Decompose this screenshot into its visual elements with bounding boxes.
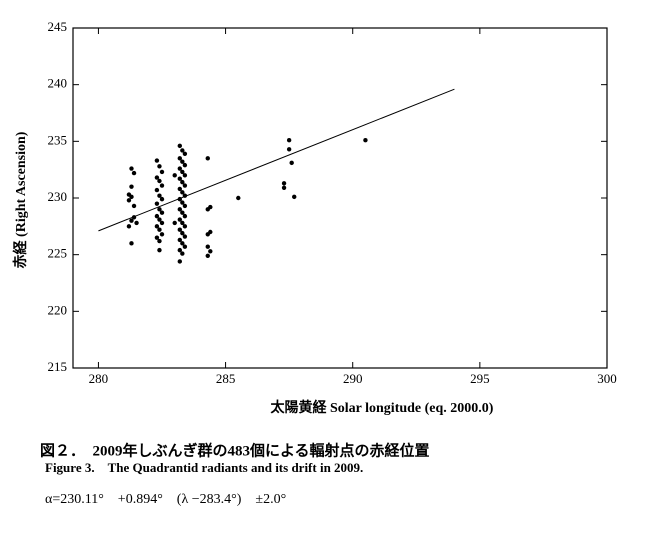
point (129, 166, 134, 171)
point (180, 220, 185, 226)
point (154, 175, 160, 180)
point (129, 184, 134, 189)
x-tick-label: 295 (470, 371, 490, 386)
y-tick-label: 215 (48, 359, 68, 374)
point (154, 213, 160, 219)
x-tick-label: 280 (89, 371, 109, 386)
point (182, 151, 188, 156)
y-tick-label: 230 (48, 189, 68, 204)
point (154, 235, 160, 240)
point (363, 138, 368, 143)
point (180, 148, 185, 153)
point (182, 224, 188, 229)
point (177, 217, 182, 222)
point (159, 183, 165, 188)
point (131, 170, 137, 176)
point (126, 198, 132, 203)
point (177, 227, 182, 232)
point (180, 190, 185, 195)
point (157, 193, 162, 198)
caption-en: Figure 3. The Quadrantid radiants and it… (45, 460, 363, 475)
point (208, 249, 213, 254)
point (159, 220, 165, 226)
point (177, 143, 182, 149)
point (182, 183, 188, 188)
y-tick-label: 240 (48, 76, 68, 91)
point (205, 253, 210, 258)
caption-ja: 図２． 2009年しぶんぎ群の483個による輻射点の赤経位置 (40, 441, 430, 459)
point (205, 207, 210, 212)
point (154, 224, 160, 229)
plot-frame (72, 27, 608, 369)
point (281, 185, 287, 190)
point (180, 159, 185, 164)
point (177, 186, 182, 192)
point (177, 156, 182, 161)
point (180, 230, 185, 236)
point (177, 237, 182, 243)
point (159, 232, 165, 237)
point (157, 164, 162, 169)
point (286, 138, 292, 143)
point (205, 156, 210, 161)
point (154, 187, 160, 193)
y-tick-label: 225 (48, 246, 68, 261)
point (157, 178, 162, 184)
point (286, 147, 292, 152)
point (172, 220, 177, 226)
point (157, 238, 162, 244)
x-tick-label: 290 (343, 371, 363, 386)
point (180, 241, 185, 246)
y-axis-label: 赤経 (Right Ascension) (12, 131, 29, 268)
point (177, 259, 182, 264)
x-axis-label: 太陽黄経 Solar longitude (eq. 2000.0) (271, 399, 494, 416)
y-tick-label: 245 (48, 19, 68, 34)
point (182, 213, 188, 219)
formula: α=230.11° +0.894° (λ −283.4°) ±2.0° (45, 492, 286, 507)
point (131, 203, 137, 209)
point (177, 247, 182, 253)
point (180, 179, 185, 185)
point (172, 173, 177, 178)
point (159, 169, 165, 175)
point (177, 176, 182, 181)
point (157, 227, 162, 232)
y-tick-label: 220 (48, 302, 68, 317)
point (159, 196, 165, 202)
point (289, 160, 294, 166)
y-tick-label: 235 (48, 132, 68, 147)
point (177, 166, 182, 171)
point (134, 220, 139, 226)
point (180, 251, 185, 256)
point (126, 224, 132, 229)
point (182, 244, 188, 249)
point (129, 218, 134, 223)
point (182, 203, 188, 209)
point (159, 210, 165, 215)
point (180, 200, 185, 205)
point (177, 207, 182, 212)
point (182, 162, 188, 168)
point (205, 244, 210, 249)
point (182, 234, 188, 239)
point (129, 194, 134, 200)
point (157, 217, 162, 222)
point (154, 158, 160, 163)
point (154, 201, 160, 206)
point (205, 232, 210, 237)
point (180, 210, 185, 215)
point (236, 195, 241, 201)
point (129, 241, 134, 246)
point (281, 181, 287, 186)
x-tick-label: 300 (597, 371, 617, 386)
point (157, 207, 162, 212)
point (182, 173, 188, 178)
x-tick-label: 285 (216, 371, 236, 386)
trend-line (98, 88, 455, 232)
point (180, 169, 185, 175)
point (157, 247, 162, 253)
point (292, 194, 297, 200)
